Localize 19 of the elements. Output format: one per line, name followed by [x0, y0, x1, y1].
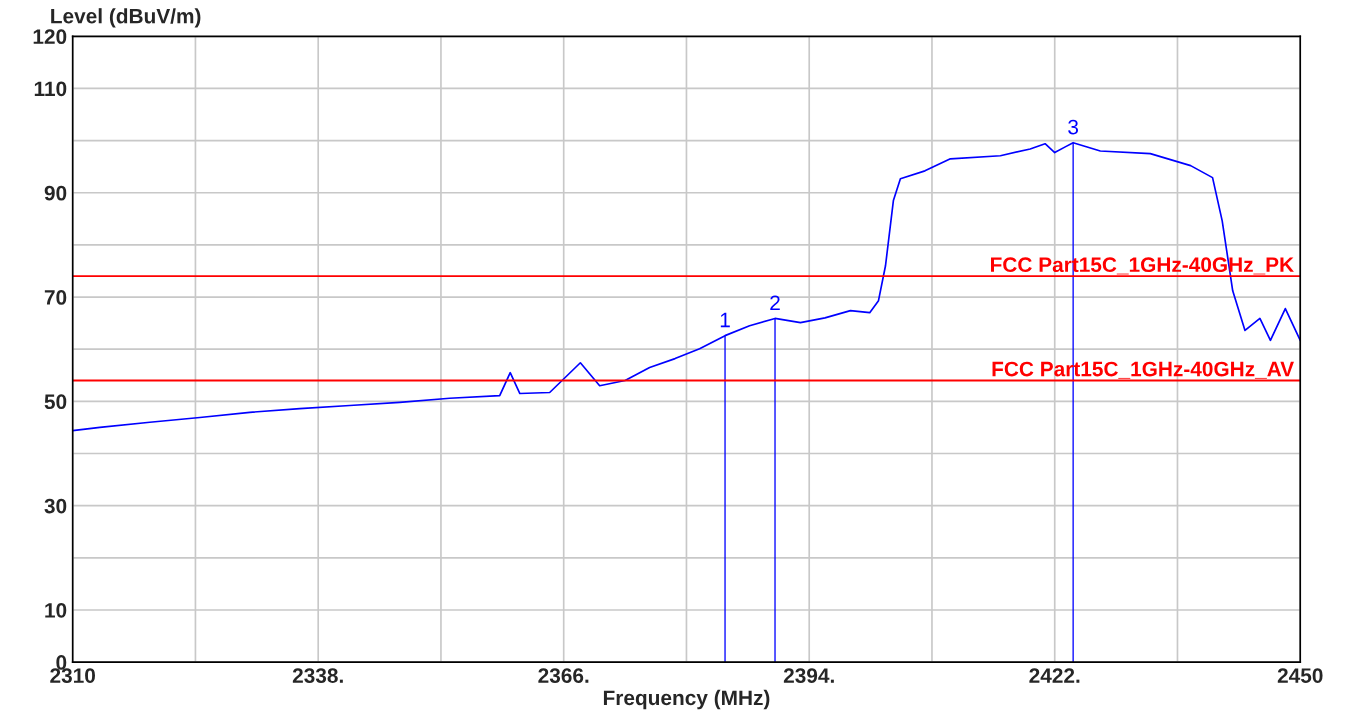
annotation: 3: [1068, 119, 1079, 135]
annotation: 1: [720, 312, 730, 328]
y-tick-label: 50: [44, 394, 67, 410]
x-tick-label: 2310: [50, 668, 96, 683]
x-axis-title: Frequency (MHz): [603, 689, 770, 710]
x-tick-label: 2338.: [292, 668, 343, 683]
y-axis-title: Level (dBuV/m): [51, 8, 201, 28]
y-tick-label: 90: [44, 185, 67, 201]
y-tick-label: 110: [34, 81, 67, 97]
y-tick-label: 10: [45, 602, 67, 618]
x-tick-label: 2422.: [1029, 668, 1080, 683]
y-tick-label: 0: [56, 655, 67, 670]
y-tick-label: 30: [44, 498, 67, 514]
annotation: 2: [770, 295, 780, 310]
y-tick-label: 70: [44, 290, 67, 305]
x-tick-label: 2366.: [538, 668, 589, 683]
x-tick-label: 2450: [1277, 668, 1323, 683]
y-tick-label: 120: [33, 29, 67, 45]
x-tick-label: 2394.: [783, 668, 834, 683]
